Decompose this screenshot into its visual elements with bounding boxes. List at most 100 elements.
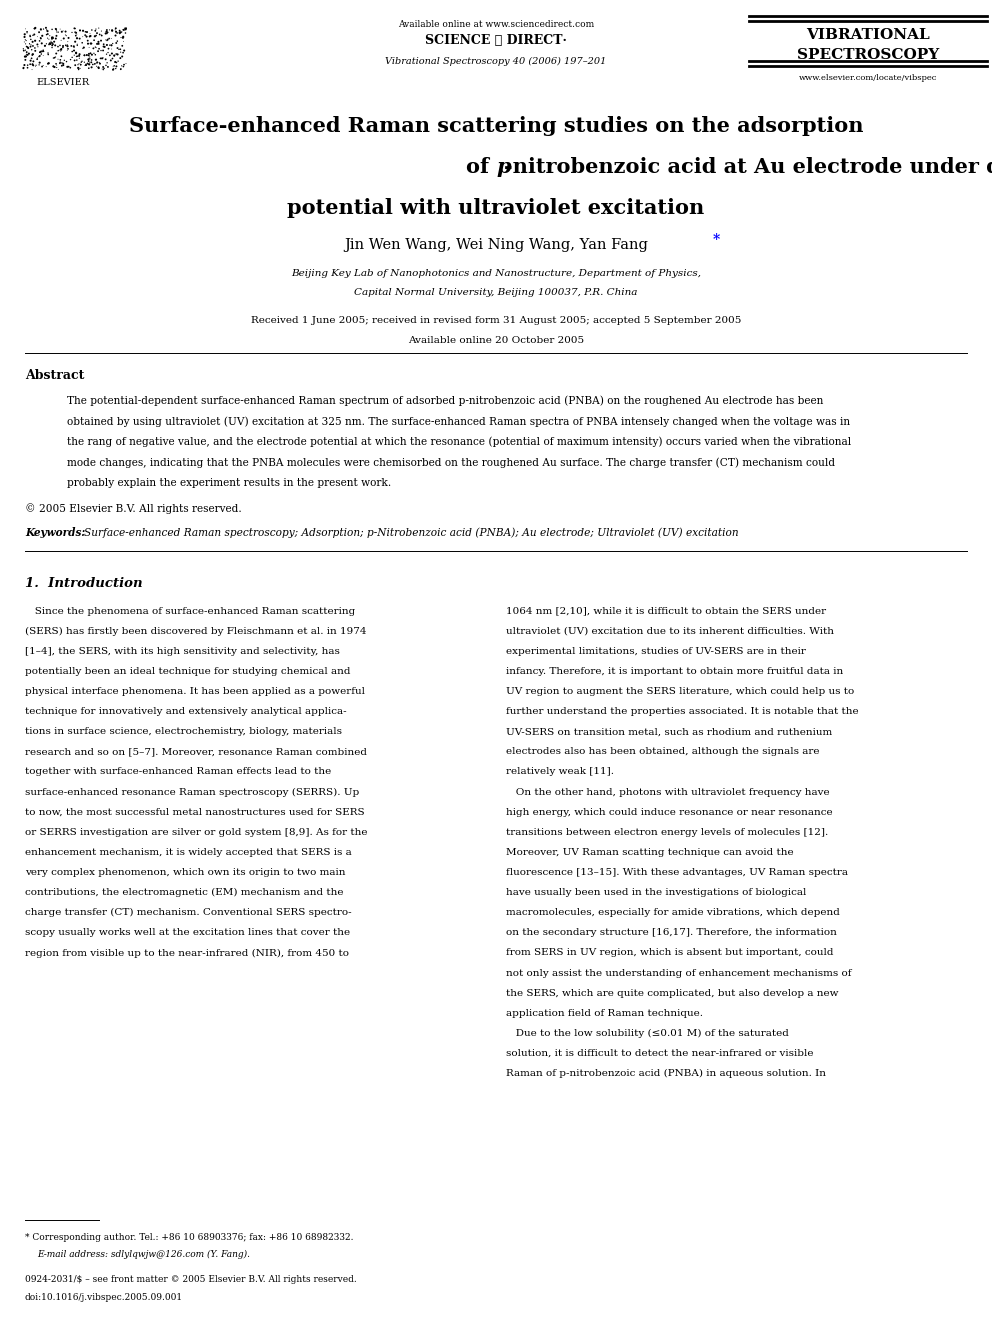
Point [77, 54, 93, 75]
Point [80, 49, 96, 70]
Text: SPECTROSCOPY: SPECTROSCOPY [797, 48, 939, 62]
Point [25, 25, 41, 46]
Point [26, 17, 42, 38]
Point [36, 41, 52, 62]
Point [93, 25, 109, 46]
Point [31, 54, 47, 75]
Point [51, 58, 66, 79]
Point [66, 37, 82, 58]
Point [27, 19, 43, 40]
Point [45, 32, 61, 53]
Point [92, 48, 108, 69]
Point [112, 20, 128, 41]
Point [34, 42, 50, 64]
Point [96, 36, 112, 57]
Point [87, 53, 103, 74]
Point [89, 33, 105, 54]
Point [78, 54, 94, 75]
Point [48, 19, 63, 40]
Point [108, 58, 124, 79]
Point [76, 45, 92, 66]
Text: solution, it is difficult to detect the near-infrared or visible: solution, it is difficult to detect the … [506, 1049, 813, 1058]
Point [112, 22, 128, 44]
Text: electrodes also has been obtained, although the signals are: electrodes also has been obtained, altho… [506, 747, 819, 757]
Point [109, 37, 125, 58]
Point [42, 33, 58, 54]
Point [90, 57, 106, 78]
Point [33, 28, 49, 49]
Point [45, 33, 61, 54]
Point [96, 58, 112, 79]
Point [81, 37, 97, 58]
Point [102, 34, 118, 56]
Point [87, 25, 103, 46]
Point [27, 24, 43, 45]
Point [33, 20, 49, 41]
Point [93, 40, 109, 61]
Point [52, 34, 67, 56]
Point [94, 25, 110, 46]
Point [91, 38, 107, 60]
Point [48, 46, 63, 67]
Point [28, 17, 44, 38]
Point [45, 26, 61, 48]
Point [67, 19, 83, 40]
Point [43, 30, 59, 52]
Point [50, 49, 65, 70]
Point [87, 44, 103, 65]
Point [104, 20, 120, 41]
Point [54, 46, 69, 67]
Point [72, 20, 88, 41]
Point [88, 19, 104, 40]
Point [68, 42, 84, 64]
Point [109, 22, 125, 44]
Point [25, 32, 41, 53]
Point [19, 22, 35, 44]
Point [59, 25, 74, 46]
Text: charge transfer (CT) mechanism. Conventional SERS spectro-: charge transfer (CT) mechanism. Conventi… [25, 909, 351, 917]
Point [91, 17, 107, 38]
Point [118, 53, 134, 74]
Point [103, 34, 119, 56]
Point [50, 40, 65, 61]
Text: Available online at www.sciencedirect.com: Available online at www.sciencedirect.co… [398, 20, 594, 29]
Text: technique for innovatively and extensively analytical applica-: technique for innovatively and extensive… [25, 708, 346, 716]
Point [26, 50, 42, 71]
Point [55, 37, 70, 58]
Point [108, 52, 124, 73]
Point [60, 34, 75, 56]
Text: very complex phenomenon, which own its origin to two main: very complex phenomenon, which own its o… [25, 868, 345, 877]
Point [112, 48, 128, 69]
Point [74, 26, 90, 48]
Point [109, 30, 125, 52]
Text: [1–4], the SERS, with its high sensitivity and selectivity, has: [1–4], the SERS, with its high sensitivi… [25, 647, 339, 656]
Point [34, 41, 50, 62]
Point [58, 24, 73, 45]
Point [106, 58, 122, 79]
Point [17, 54, 33, 75]
Text: potentially been an ideal technique for studying chemical and: potentially been an ideal technique for … [25, 667, 350, 676]
Point [81, 58, 97, 79]
Point [23, 29, 39, 50]
Point [20, 37, 36, 58]
Point [114, 36, 130, 57]
Point [18, 19, 34, 40]
Point [62, 57, 78, 78]
Point [78, 53, 94, 74]
Point [20, 37, 36, 58]
Point [20, 54, 36, 75]
Point [53, 38, 68, 60]
Point [38, 34, 54, 56]
Text: macromolecules, especially for amide vibrations, which depend: macromolecules, especially for amide vib… [506, 909, 840, 917]
Point [40, 53, 56, 74]
Point [39, 33, 55, 54]
Text: Beijing Key Lab of Nanophotonics and Nanostructure, Department of Physics,: Beijing Key Lab of Nanophotonics and Nan… [291, 269, 701, 278]
Point [26, 54, 42, 75]
Point [85, 54, 101, 75]
Point [20, 45, 36, 66]
Point [107, 20, 123, 41]
Text: Surface-enhanced Raman spectroscopy; Adsorption; p-Nitrobenzoic acid (PNBA); Au : Surface-enhanced Raman spectroscopy; Ads… [84, 528, 739, 537]
Point [53, 19, 68, 40]
Point [18, 49, 34, 70]
Text: experimental limitations, studies of UV-SERS are in their: experimental limitations, studies of UV-… [506, 647, 806, 656]
